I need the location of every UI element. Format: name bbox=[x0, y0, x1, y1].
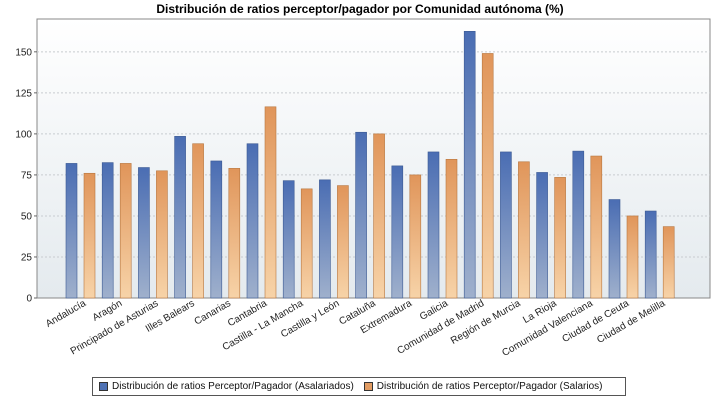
bar-salarios bbox=[192, 143, 204, 299]
bar-salarios bbox=[228, 168, 241, 299]
bar-asalariados bbox=[355, 131, 367, 299]
x-tick-label: Andalucía bbox=[44, 298, 88, 330]
bar-asalariados bbox=[101, 162, 114, 299]
legend-swatch-asalariados bbox=[99, 382, 108, 391]
bar-asalariados bbox=[246, 143, 259, 299]
bar-asalariados bbox=[500, 151, 512, 299]
bar-salarios bbox=[264, 106, 277, 299]
y-tick-label: 125 bbox=[15, 88, 32, 99]
bar-salarios bbox=[119, 163, 132, 299]
x-tick-label: Canarias bbox=[193, 298, 233, 328]
legend-item-salarios: Distribución de ratios Perceptor/Pagador… bbox=[363, 381, 603, 392]
bar-salarios bbox=[518, 161, 530, 299]
bar-salarios bbox=[481, 53, 494, 299]
bar-asalariados bbox=[644, 210, 657, 299]
bar-asalariados bbox=[608, 199, 621, 299]
bar-asalariados bbox=[319, 179, 331, 299]
bar-asalariados bbox=[174, 136, 186, 299]
legend: Distribución de ratios Perceptor/Pagador… bbox=[92, 377, 626, 396]
bar-asalariados bbox=[427, 151, 440, 299]
bar-asalariados bbox=[210, 160, 223, 299]
y-tick-label: 75 bbox=[21, 170, 33, 181]
bar-salarios bbox=[373, 133, 385, 299]
y-tick-label: 100 bbox=[15, 129, 32, 140]
bar-salarios bbox=[83, 172, 96, 299]
bar-salarios bbox=[590, 155, 603, 299]
bar-asalariados bbox=[282, 180, 295, 299]
bar-asalariados bbox=[572, 150, 585, 299]
y-tick-label: 25 bbox=[21, 252, 33, 263]
bar-salarios bbox=[337, 185, 349, 299]
y-tick-label: 50 bbox=[21, 211, 33, 222]
bar-asalariados bbox=[463, 31, 476, 299]
bar-salarios bbox=[554, 177, 566, 299]
legend-label-salarios: Distribución de ratios Perceptor/Pagador… bbox=[376, 381, 603, 392]
bar-salarios bbox=[156, 170, 168, 299]
bar-asalariados bbox=[391, 165, 404, 299]
chart-title: Distribución de ratios perceptor/pagador… bbox=[156, 2, 564, 16]
legend-swatch-salarios bbox=[363, 382, 373, 391]
legend-item-asalariados: Distribución de ratios Perceptor/Pagador… bbox=[99, 381, 354, 392]
bar-asalariados bbox=[536, 172, 548, 299]
bar-asalariados bbox=[138, 167, 150, 299]
bar-salarios bbox=[445, 159, 458, 299]
bar-salarios bbox=[409, 174, 422, 299]
y-tick-label: 150 bbox=[15, 47, 32, 58]
bar-salarios bbox=[300, 188, 313, 299]
bar-asalariados bbox=[65, 163, 78, 299]
bar-salarios bbox=[662, 226, 675, 299]
y-tick-label: 0 bbox=[26, 294, 32, 305]
bar-salarios bbox=[626, 215, 639, 299]
legend-label-asalariados: Distribución de ratios Perceptor/Pagador… bbox=[112, 381, 354, 392]
